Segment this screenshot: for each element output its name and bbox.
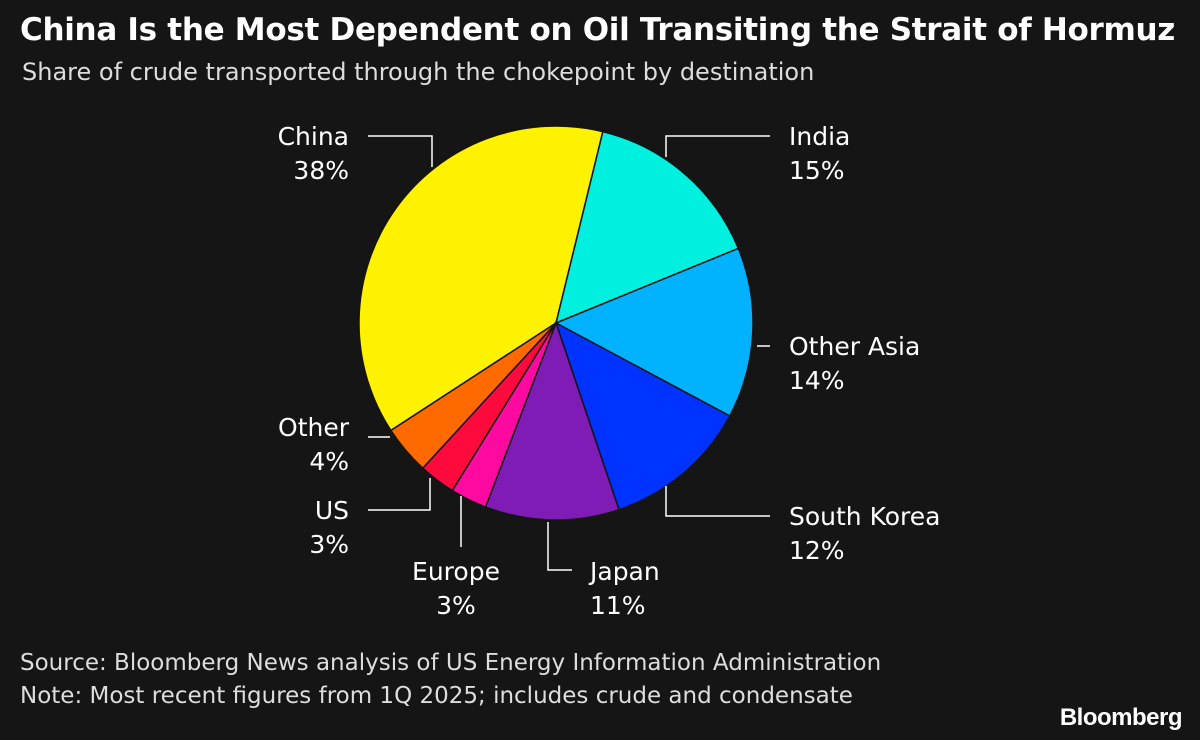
pie-slices <box>358 125 754 521</box>
pie-slice-japan <box>484 320 620 521</box>
leader-lines <box>368 135 770 571</box>
leader-line-us <box>368 478 431 511</box>
slice-label-south-korea: South Korea <box>789 502 940 531</box>
slice-label-china: China <box>278 122 349 151</box>
leader-line-japan <box>547 522 572 571</box>
pie-slice-other-asia <box>554 247 754 417</box>
slice-value-india: 15% <box>789 156 845 185</box>
slice-label-us: US <box>315 496 349 525</box>
source-note: Source: Bloomberg News analysis of US En… <box>20 650 882 676</box>
slice-value-china: 38% <box>293 156 349 185</box>
figures-note: Note: Most recent figures from 1Q 2025; … <box>20 683 853 709</box>
pie-slice-other <box>389 322 557 470</box>
chart-subtitle: Share of crude transported through the c… <box>22 58 815 86</box>
slice-label-japan: Japan <box>588 557 660 586</box>
leader-line-china <box>368 135 433 167</box>
slice-value-japan: 11% <box>590 591 646 620</box>
pie-slice-south-korea <box>554 321 731 511</box>
bloomberg-logo: Bloomberg <box>1059 704 1183 731</box>
slice-value-other: 4% <box>309 447 349 476</box>
slice-value-south-korea: 12% <box>789 536 845 565</box>
chart-title: China Is the Most Dependent on Oil Trans… <box>20 12 1176 48</box>
pie-slice-china <box>358 125 604 432</box>
slice-value-europe: 3% <box>436 591 476 620</box>
slice-labels: China 38% India 15% Other Asia 14% South Korea… <box>278 122 941 620</box>
slice-label-other-asia: Other Asia <box>789 332 920 361</box>
pie-slice-india <box>554 130 740 325</box>
slice-value-other-asia: 14% <box>789 366 845 395</box>
slice-label-europe: Europe <box>412 557 500 586</box>
slice-value-us: 3% <box>309 530 349 559</box>
slice-label-other: Other <box>278 413 350 442</box>
slice-label-india: India <box>789 122 850 151</box>
leader-line-india <box>665 135 770 157</box>
leader-line-south-korea <box>665 486 770 517</box>
